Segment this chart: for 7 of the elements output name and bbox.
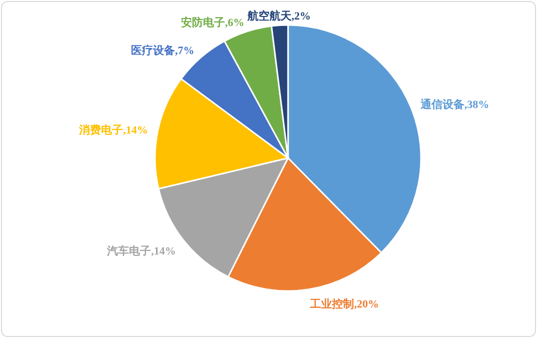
slice-label: 通信设备,38%: [419, 98, 490, 111]
slice-label: 工业控制,20%: [309, 297, 379, 310]
slice-label: 安防电子,6%: [180, 16, 244, 29]
slice-label: 消费电子,14%: [78, 123, 148, 136]
slice-label: 汽车电子,14%: [106, 244, 176, 258]
slice-label: 航空航天,2%: [246, 9, 311, 22]
slice-label: 医疗设备,7%: [130, 44, 194, 58]
